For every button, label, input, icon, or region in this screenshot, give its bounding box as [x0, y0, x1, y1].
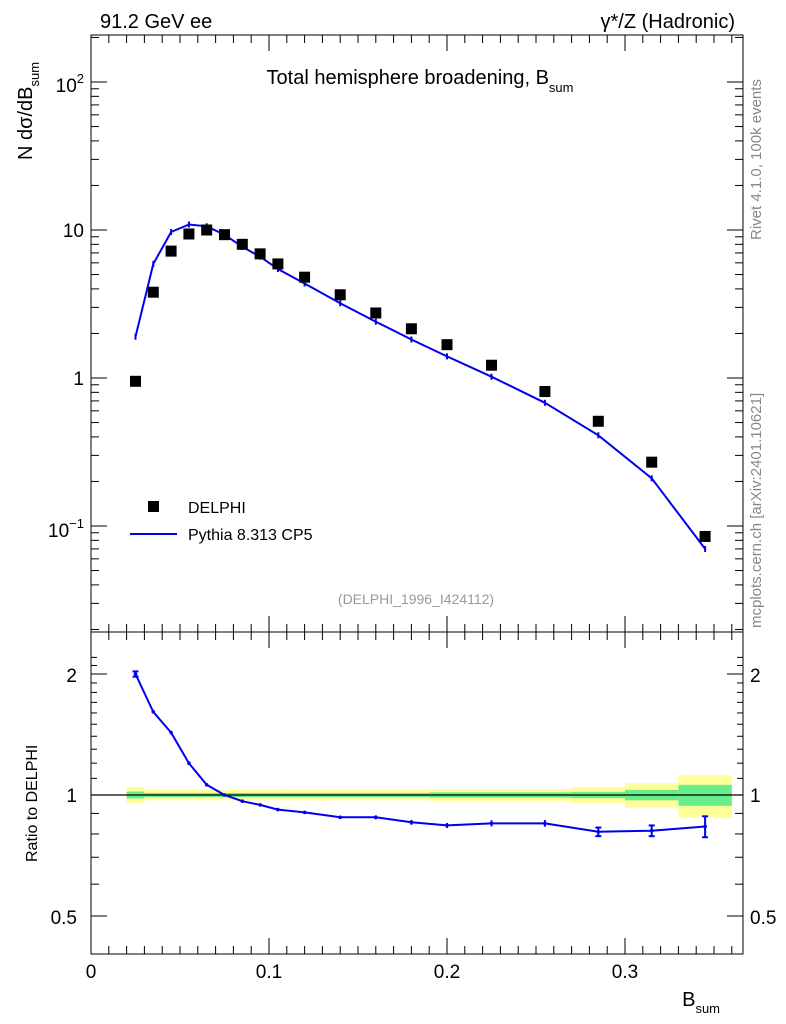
delphi-point [646, 456, 658, 468]
ytick-label-10: 10 [63, 221, 84, 242]
delphi-point [272, 258, 284, 270]
ratio-bands [126, 775, 732, 818]
delphi-point [147, 286, 159, 298]
ratio-point [543, 821, 547, 826]
y-axis-label-main: N dσ/dB [15, 87, 37, 161]
xtick-label-0.2: 0.2 [434, 962, 460, 983]
delphi-point [183, 228, 195, 240]
ytick-label-100: 102 [56, 71, 84, 97]
chart-title-sub: sum [549, 80, 574, 95]
analysis-tag: (DELPHI_1996_I424112) [338, 591, 494, 607]
ratio-point [649, 828, 654, 833]
delphi-point [592, 415, 604, 427]
ytick-100-exp: 2 [77, 71, 84, 86]
ratio-point [703, 824, 707, 829]
ytick-label-0.1: 10−1 [48, 516, 84, 542]
delphi-point [539, 386, 551, 398]
ratio-point [258, 803, 262, 807]
delphi-point [334, 289, 346, 301]
ratio-frame [90, 631, 744, 955]
xtick-label-0: 0 [86, 962, 97, 983]
ratio-y-axis-label: Ratio to DELPHI [24, 745, 41, 862]
delphi-point [486, 359, 497, 371]
ratio-point [276, 807, 280, 812]
delphi-point [299, 271, 311, 283]
header-process-label: γ*/Z (Hadronic) [601, 11, 735, 33]
ratio-panel [90, 631, 744, 955]
ratio-tick-left-0.5: 0.5 [51, 908, 77, 929]
delphi-point [405, 323, 417, 335]
ratio-point [151, 710, 156, 714]
ratio-point [302, 810, 307, 815]
ytick-100-base: 10 [56, 76, 77, 97]
delphi-point [236, 238, 248, 250]
legend-label-delphi: DELPHI [188, 500, 246, 517]
legend-marker-delphi [148, 501, 159, 512]
ratio-line [134, 673, 706, 833]
ratio-point [374, 815, 378, 820]
ratio-point [338, 815, 343, 820]
delphi-point [201, 224, 213, 236]
ratio-point [240, 799, 245, 804]
ratio-tick-left-2: 2 [66, 666, 77, 687]
delphi-point [699, 530, 711, 542]
ratio-point [409, 820, 414, 825]
delphi-point [370, 307, 382, 319]
y-axis-label-sub: sum [27, 62, 42, 87]
delphi-point [441, 339, 453, 351]
x-axis-label: Bsum [682, 989, 720, 1016]
delphi-point [165, 245, 177, 257]
ratio-point [187, 761, 191, 765]
chart-title-main: Total hemisphere broadening, B [267, 67, 549, 89]
ratio-point [489, 821, 494, 826]
xtick-label-0.1: 0.1 [256, 962, 282, 983]
x-axis-label-sub: sum [695, 1001, 720, 1016]
ytick-01-exp: −1 [69, 516, 84, 531]
ratio-tick-left-1: 1 [66, 786, 77, 807]
mcplots-label: mcplots.cern.ch [arXiv:2401.10621] [748, 393, 765, 628]
legend-label-pythia: Pythia 8.313 CP5 [188, 527, 313, 544]
main-ticks [90, 35, 743, 632]
delphi-point [219, 229, 230, 241]
ratio-point [445, 823, 449, 828]
ytick-01-base: 10 [48, 521, 69, 542]
ratio-point [204, 783, 209, 787]
x-axis-label-main: B [682, 989, 695, 1011]
legend: DELPHI Pythia 8.313 CP5 [130, 500, 313, 544]
ratio-ticks [90, 632, 743, 954]
ratio-tick-right-1: 1 [750, 786, 761, 807]
ratio-point [133, 672, 138, 676]
ytick-label-1: 1 [73, 369, 84, 390]
ratio-series [132, 670, 709, 839]
ratio-point [596, 829, 601, 834]
ratio-point [169, 730, 173, 735]
header-energy-label: 91.2 GeV ee [100, 11, 212, 33]
main-series [130, 221, 711, 552]
ratio-tick-right-2: 2 [750, 666, 761, 687]
ratio-tick-right-0.5: 0.5 [750, 908, 776, 929]
chart-title: Total hemisphere broadening, Bsum [267, 67, 574, 95]
y-axis-label: N dσ/dBsum [15, 62, 42, 160]
ratio-point [222, 793, 227, 797]
delphi-point [254, 248, 266, 260]
xtick-label-0.3: 0.3 [612, 962, 638, 983]
delphi-point [130, 375, 141, 387]
rivet-version-label: Rivet 4.1.0, 100k events [748, 79, 765, 240]
